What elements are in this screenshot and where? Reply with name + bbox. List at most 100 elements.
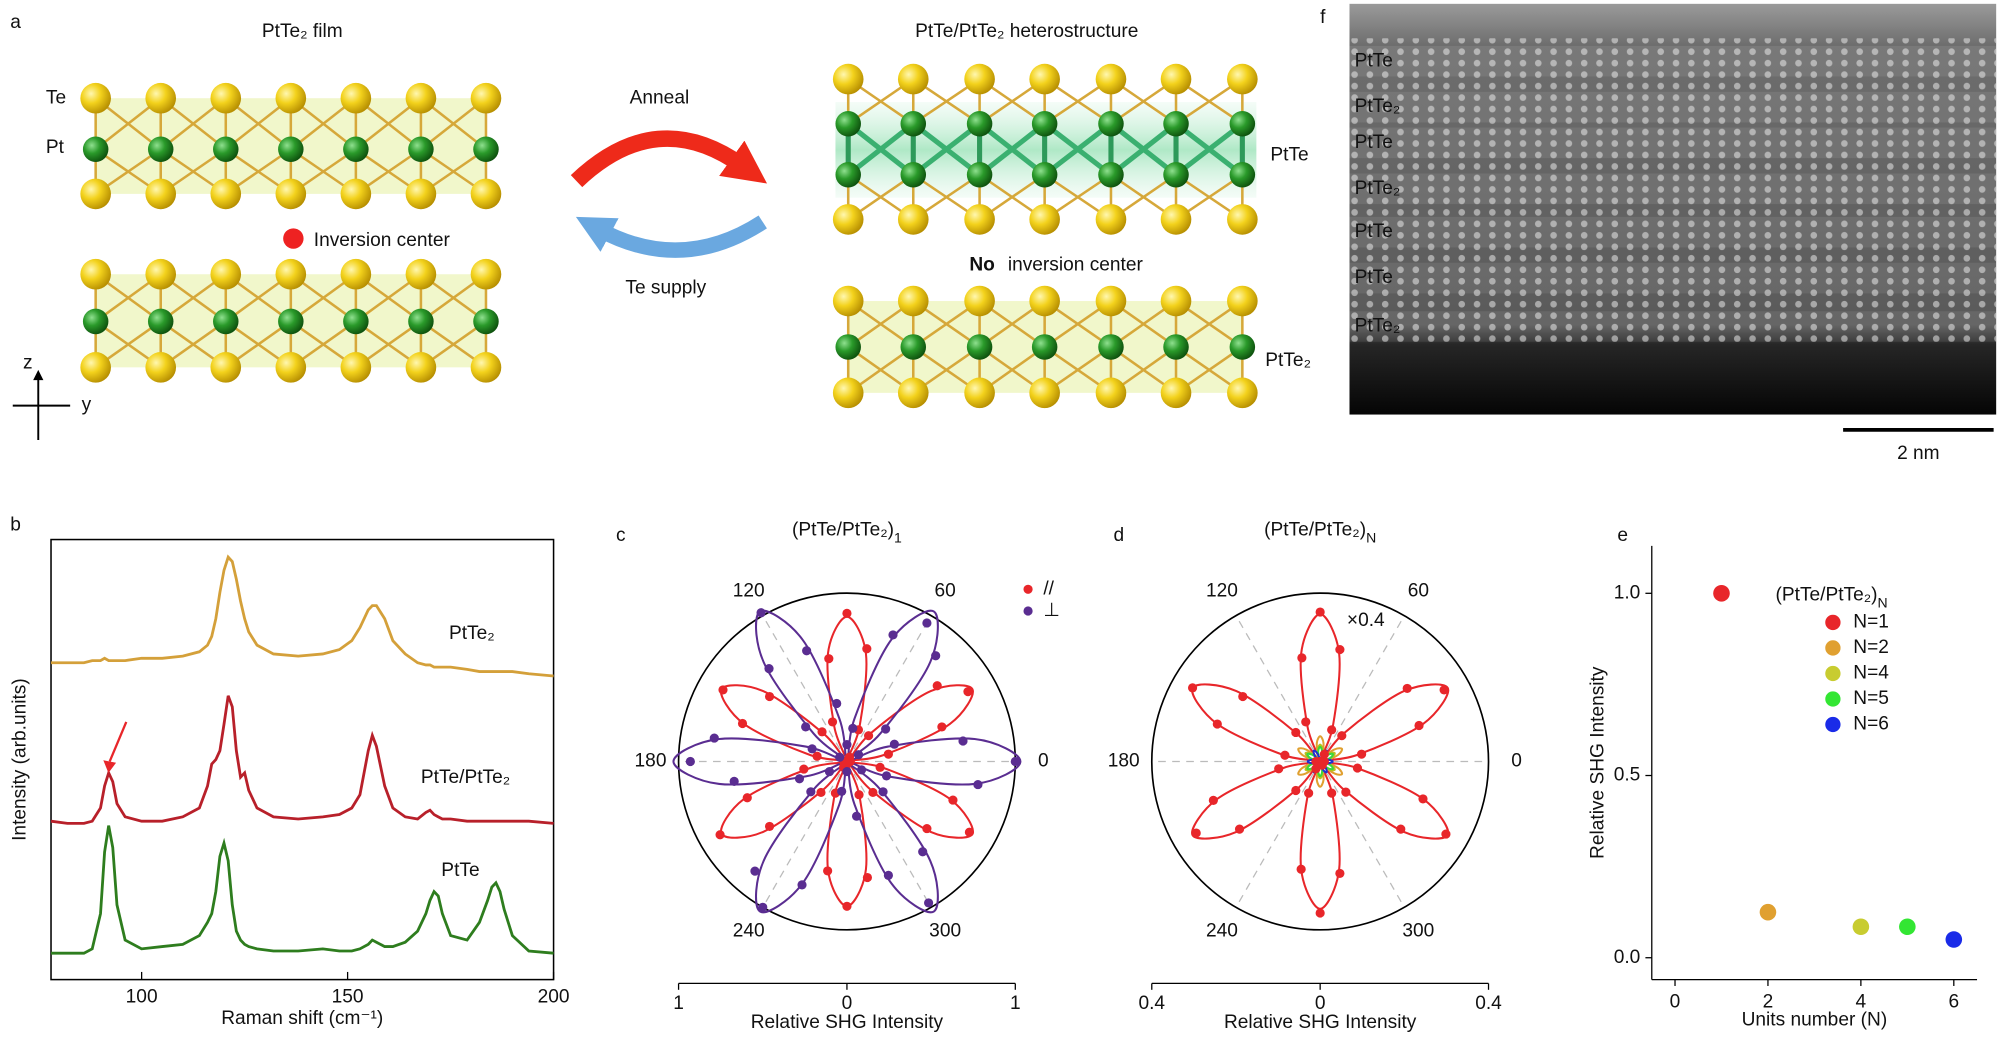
panel-label: d [1114,525,1125,546]
atom [340,352,372,383]
atom [343,308,369,335]
data-point [1191,828,1201,838]
atom [897,285,929,317]
angle-label: 300 [929,921,961,942]
atom [275,258,307,290]
data-point [817,727,827,737]
data-point [750,866,760,876]
atom [1227,63,1258,95]
legend-marker [1825,691,1841,707]
x-tick-label: 6 [1948,992,1959,1013]
atom [470,258,502,290]
x-tick-label: 0.4 [1138,993,1165,1014]
atom [275,352,307,383]
y-tick-label: 0.5 [1614,765,1641,786]
title: PtTe/PtTe₂ heterostructure [915,21,1138,42]
plot-frame [50,538,555,981]
atom [278,136,304,162]
data-point [1280,750,1290,760]
stem-layer-label: PtTe [1355,221,1393,242]
atom [964,204,995,235]
atom [405,258,437,290]
data-point [862,644,872,654]
atom [405,82,437,114]
atom [210,352,242,383]
note-bold: No [969,254,995,275]
x-axis-label: Raman shift (cm⁻¹) [221,1008,383,1029]
data-point [932,681,942,691]
atom [964,63,995,95]
atom [1098,161,1124,188]
atom [897,63,929,95]
stem-layer-label: PtTe [1355,267,1393,288]
angle-label: 60 [935,580,956,601]
data-point [948,795,958,805]
data-point [856,765,867,775]
atom [408,308,434,335]
atom [473,308,499,335]
legend-label: ⊥ [1043,600,1060,621]
data-point [1899,918,1916,936]
title-text: (PtTe/PtTe₂) [1264,520,1366,541]
atom [147,308,174,335]
data-point [824,766,835,777]
data-point [918,847,928,857]
atom [1098,334,1124,360]
angle-label: 120 [733,580,765,601]
data-point [764,821,775,832]
data-point [922,823,932,834]
arrow-label: Te supply [625,277,706,298]
scale-bar-label: 2 nm [1897,443,1940,464]
data-point [854,790,864,800]
x-tick-label: 1 [1010,993,1021,1014]
atom [275,82,307,114]
data-point [1274,764,1284,774]
data-point [827,717,838,727]
atom [832,63,864,95]
bond [978,121,1047,177]
atom [900,334,927,360]
atom [1227,204,1258,235]
x-axis-label: Relative SHG Intensity [1224,1012,1417,1033]
data-point [863,731,874,741]
atom [1160,285,1192,317]
data-point [851,811,862,821]
stem-layer-label: PtTe₂ [1355,178,1401,199]
x-axis-label: Units number (N) [1742,1009,1888,1030]
data-point [924,898,934,908]
legend-label: N=4 [1853,663,1889,684]
atom [145,82,177,114]
legend-title: (PtTe/PtTe₂)N [1776,585,1888,611]
polar-spoke [1319,761,1405,908]
atom [832,204,864,235]
atom [966,334,993,360]
atom [405,178,437,210]
data-point [823,866,833,876]
title-text: (PtTe/PtTe₂) [792,520,894,541]
stem-lattice [1349,38,1997,342]
data-point [842,766,852,777]
atom [835,110,861,137]
stem-band [1349,45,1997,77]
data-point [1327,725,1337,735]
atom [832,377,864,409]
data-point [931,651,941,661]
stem-layer-label: PtTe [1355,50,1393,71]
arrowhead [33,369,44,381]
atom [408,136,434,162]
x-tick-label: 2 [1763,992,1774,1013]
atom [900,110,927,137]
atom [340,258,372,290]
data-point [742,793,752,803]
data-point [973,779,983,790]
atom [1229,334,1256,360]
atom [210,178,242,210]
data-point [799,764,809,774]
atom [1095,63,1127,95]
y-tick-label: 0.0 [1614,947,1641,968]
legend-marker [1023,606,1033,616]
atom [1029,285,1060,317]
atom [897,377,929,409]
atom [835,334,861,360]
